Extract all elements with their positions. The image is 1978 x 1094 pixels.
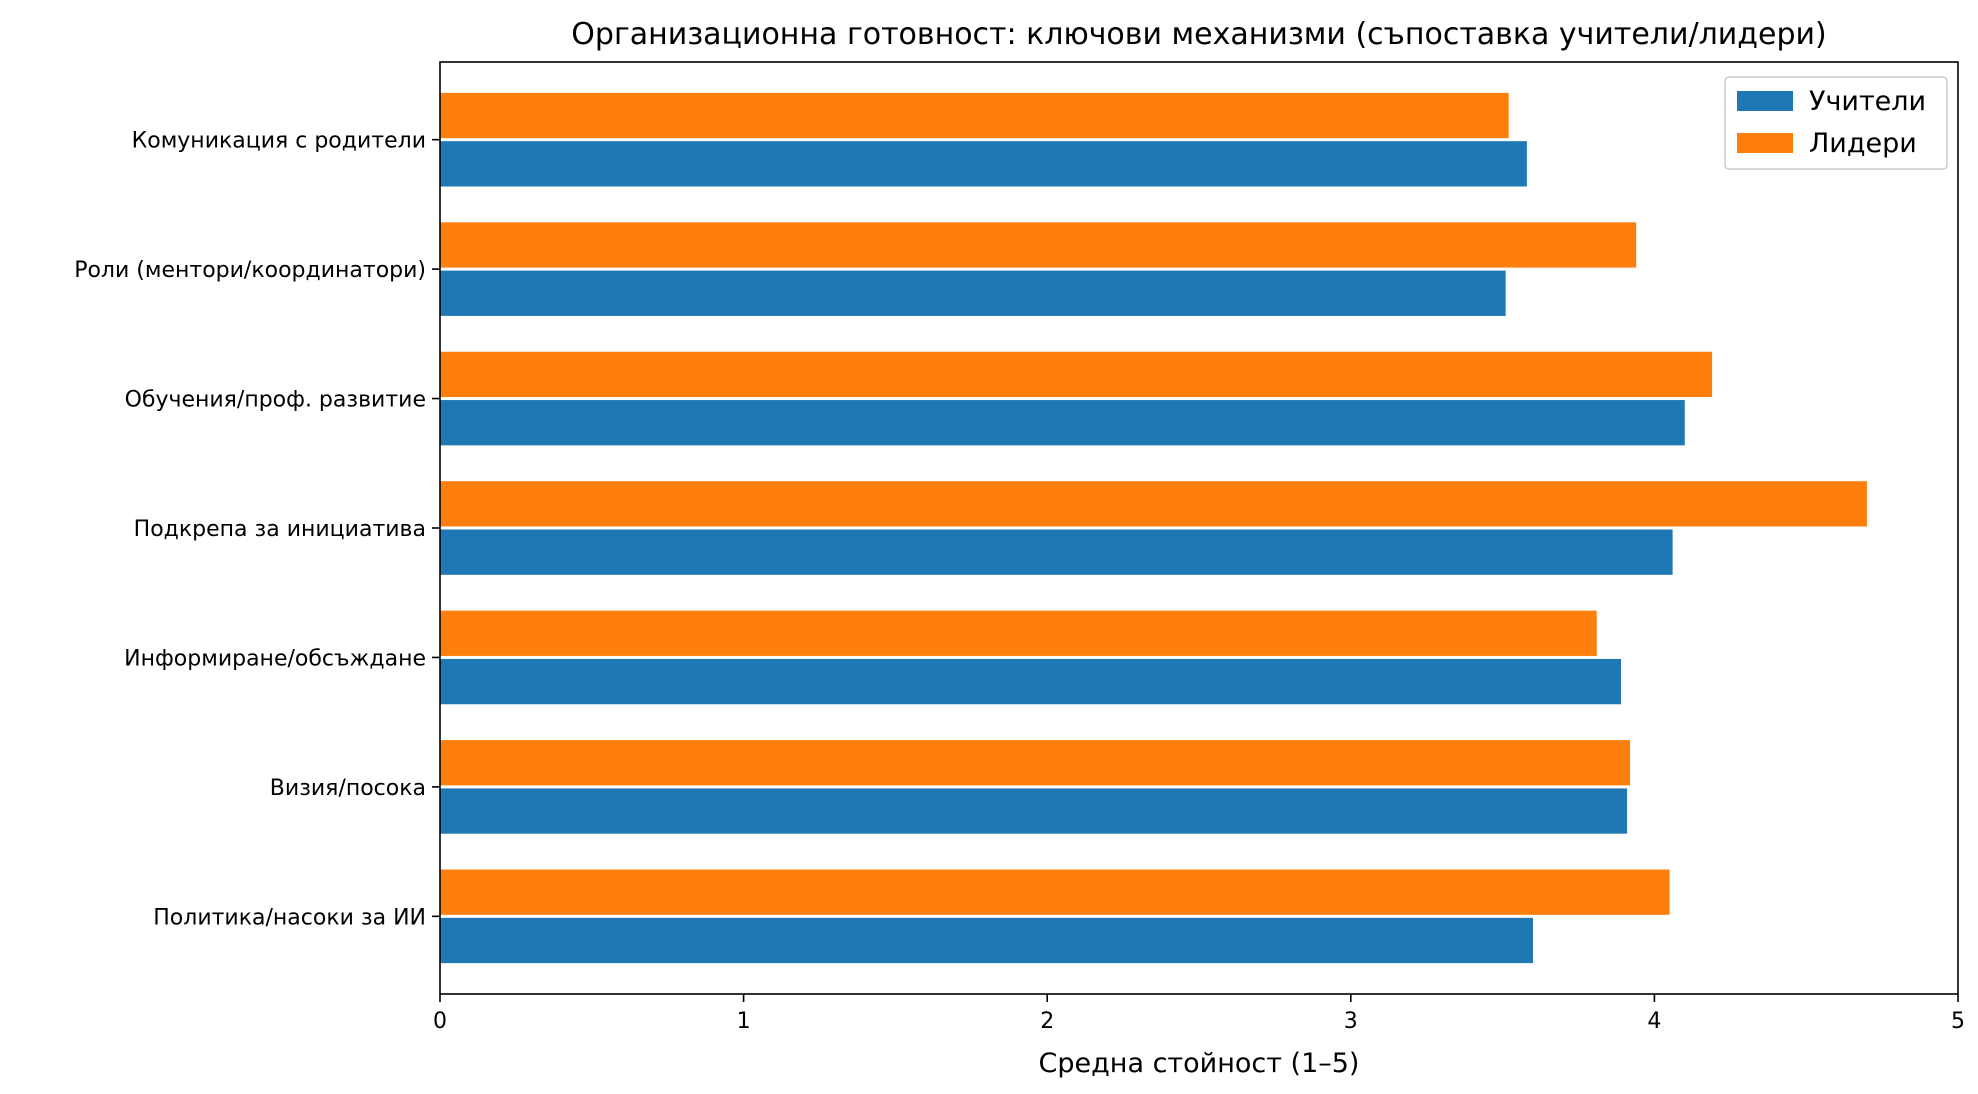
legend: Учители Лидери <box>1724 76 1948 170</box>
y-tick-label: Информиране/обсъждане <box>124 646 426 671</box>
bar-teachers-5 <box>440 270 1506 316</box>
y-tick-label: Визия/посока <box>270 776 426 801</box>
y-tick-label: Роли (ментори/координатори) <box>74 258 426 283</box>
legend-swatch-leaders <box>1737 133 1793 153</box>
x-tick-label: 5 <box>1951 1009 1965 1034</box>
x-tick-label: 3 <box>1344 1009 1358 1034</box>
bar-teachers-3 <box>440 529 1673 575</box>
bar-leaders-6 <box>440 92 1509 139</box>
x-tick-label: 1 <box>737 1009 751 1034</box>
bar-leaders-5 <box>440 222 1637 268</box>
x-tick-label: 4 <box>1647 1009 1661 1034</box>
chart-title: Организационна готовност: ключови механи… <box>571 17 1826 52</box>
y-axis: Политика/насоки за ИИ Визия/посока Информи… <box>74 129 440 930</box>
bar-teachers-0 <box>440 917 1533 964</box>
x-axis-label: Средна стойност (1–5) <box>1039 1048 1360 1079</box>
y-tick-label: Подкрепа за инициатива <box>134 517 426 542</box>
plot-frame <box>439 61 1959 995</box>
bar-teachers-4 <box>440 400 1685 446</box>
bar-teachers-6 <box>440 141 1527 187</box>
bar-teachers-2 <box>440 658 1622 705</box>
x-tick-label: 2 <box>1040 1009 1054 1034</box>
bar-leaders-4 <box>440 351 1713 398</box>
bar-leaders-3 <box>440 481 1867 527</box>
bar-leaders-1 <box>440 740 1631 786</box>
legend-label-teachers: Учители <box>1809 86 1926 117</box>
y-tick-label: Политика/насоки за ИИ <box>153 905 426 930</box>
bars-group <box>440 92 1867 964</box>
x-tick-label: 0 <box>433 1009 447 1034</box>
y-tick-label: Обучения/проф. развитие <box>125 388 426 413</box>
legend-swatch-teachers <box>1737 91 1793 111</box>
bar-leaders-2 <box>440 610 1597 656</box>
bar-teachers-1 <box>440 788 1628 834</box>
bar-leaders-0 <box>440 869 1670 915</box>
x-axis: 0 1 2 3 4 5 <box>433 994 1965 1034</box>
legend-label-leaders: Лидери <box>1809 128 1917 159</box>
y-tick-label: Комуникация с родители <box>132 129 426 154</box>
